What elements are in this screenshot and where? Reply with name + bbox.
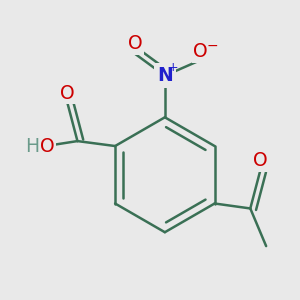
Text: +: +: [167, 61, 178, 74]
Text: N: N: [157, 66, 173, 85]
Text: O: O: [60, 84, 75, 103]
Text: O: O: [253, 152, 268, 170]
Text: O: O: [128, 34, 142, 53]
Text: O: O: [40, 136, 55, 155]
Text: H: H: [25, 136, 39, 155]
Text: −: −: [207, 39, 218, 53]
Text: O: O: [193, 42, 208, 62]
